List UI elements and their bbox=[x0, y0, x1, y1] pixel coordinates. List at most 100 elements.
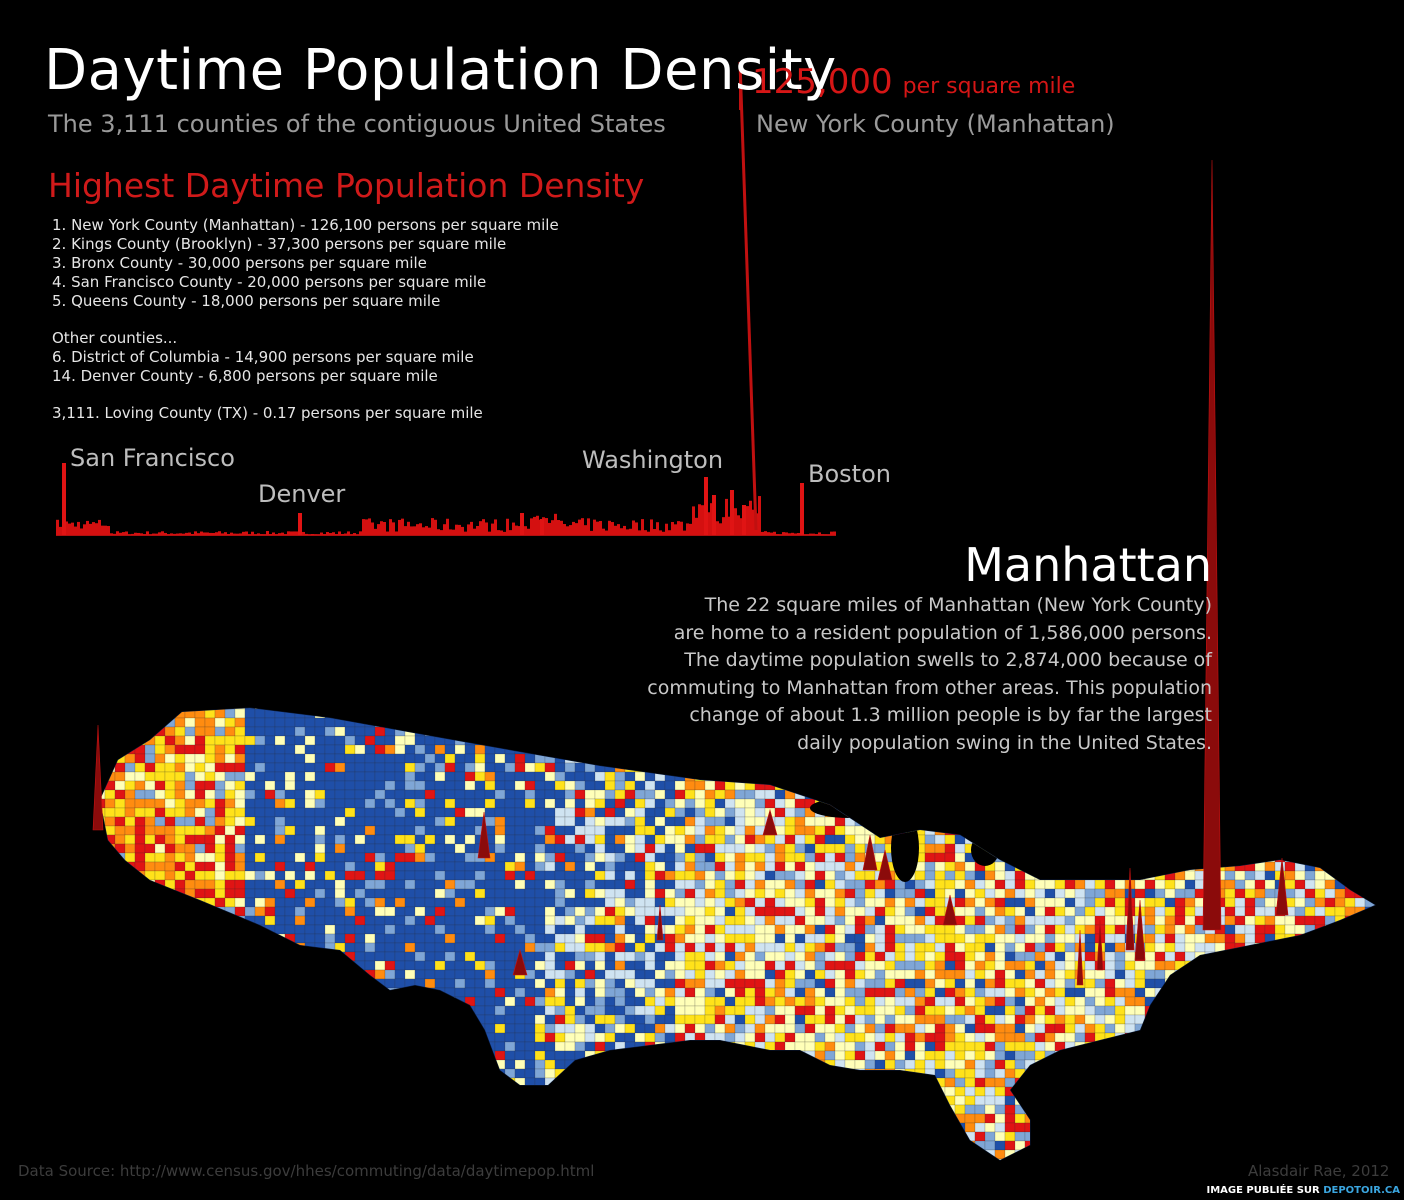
county-cell bbox=[804, 897, 816, 908]
county-cell bbox=[294, 888, 306, 899]
county-cell bbox=[584, 960, 596, 971]
county-cell bbox=[874, 915, 886, 926]
county-cell bbox=[524, 708, 536, 710]
county-cell bbox=[394, 708, 406, 719]
county-cell bbox=[1304, 978, 1316, 989]
county-cell bbox=[324, 933, 336, 944]
county-cell bbox=[1054, 807, 1066, 818]
county-cell bbox=[524, 870, 536, 881]
county-cell bbox=[834, 960, 846, 971]
county-cell bbox=[1054, 780, 1066, 791]
county-cell bbox=[334, 753, 346, 764]
county-cell bbox=[1364, 870, 1375, 881]
county-cell bbox=[554, 798, 566, 809]
county-cell bbox=[1314, 897, 1326, 908]
county-cell bbox=[814, 852, 826, 863]
county-cell bbox=[354, 924, 366, 935]
county-cell bbox=[394, 798, 406, 809]
county-cell bbox=[494, 1005, 506, 1016]
county-cell bbox=[784, 807, 796, 818]
county-cell bbox=[1104, 780, 1116, 791]
county-cell bbox=[234, 1023, 246, 1034]
county-cell bbox=[794, 888, 806, 899]
county-cell bbox=[894, 762, 906, 773]
county-cell bbox=[994, 843, 1006, 854]
county-cell bbox=[394, 915, 406, 926]
county-cell bbox=[604, 834, 616, 845]
county-cell bbox=[504, 888, 516, 899]
county-cell bbox=[824, 1023, 836, 1034]
county-cell bbox=[994, 942, 1006, 953]
county-cell bbox=[1034, 942, 1046, 953]
county-cell bbox=[1064, 798, 1076, 809]
county-cell bbox=[824, 816, 836, 827]
county-cell bbox=[814, 771, 826, 782]
county-cell bbox=[544, 906, 556, 917]
county-cell bbox=[694, 933, 706, 944]
county-cell bbox=[564, 816, 576, 827]
county-cell bbox=[204, 726, 216, 737]
county-cell bbox=[564, 789, 576, 800]
county-cell bbox=[694, 834, 706, 845]
county-cell bbox=[824, 1032, 836, 1043]
county-cell bbox=[1004, 969, 1016, 980]
county-cell bbox=[1364, 726, 1375, 737]
county-cell bbox=[494, 816, 506, 827]
county-cell bbox=[1244, 987, 1256, 998]
county-cell bbox=[104, 762, 116, 773]
county-cell bbox=[464, 978, 476, 989]
county-cell bbox=[664, 834, 676, 845]
county-cell bbox=[664, 906, 676, 917]
county-cell bbox=[624, 843, 636, 854]
county-cell bbox=[654, 798, 666, 809]
county-cell bbox=[1324, 879, 1336, 890]
county-cell bbox=[364, 1014, 376, 1025]
county-cell bbox=[314, 969, 326, 980]
county-cell bbox=[134, 1014, 146, 1025]
county-cell bbox=[714, 870, 726, 881]
county-cell bbox=[1014, 1014, 1026, 1025]
county-cell bbox=[324, 798, 336, 809]
county-cell bbox=[344, 843, 356, 854]
county-cell bbox=[854, 1005, 866, 1016]
county-cell bbox=[734, 852, 746, 863]
county-cell bbox=[864, 1032, 876, 1043]
county-cell bbox=[984, 924, 996, 935]
county-cell bbox=[324, 762, 336, 773]
county-cell bbox=[514, 987, 526, 998]
county-cell bbox=[184, 816, 196, 827]
county-cell bbox=[464, 717, 476, 728]
county-cell bbox=[964, 915, 976, 926]
county-cell bbox=[1294, 762, 1306, 773]
county-cell bbox=[524, 816, 536, 827]
county-cell bbox=[234, 762, 246, 773]
county-cell bbox=[1174, 771, 1186, 782]
county-cell bbox=[1374, 717, 1375, 728]
county-cell bbox=[954, 852, 966, 863]
county-cell bbox=[1124, 807, 1136, 818]
county-cell bbox=[964, 879, 976, 890]
county-cell bbox=[244, 780, 256, 791]
county-cell bbox=[474, 915, 486, 926]
county-cell bbox=[594, 789, 606, 800]
county-cell bbox=[264, 906, 276, 917]
county-cell bbox=[224, 798, 236, 809]
county-cell bbox=[1094, 825, 1106, 836]
county-cell bbox=[1054, 816, 1066, 827]
county-cell bbox=[884, 969, 896, 980]
county-cell bbox=[1054, 825, 1066, 836]
county-cell bbox=[100, 717, 106, 728]
county-cell bbox=[164, 969, 176, 980]
county-cell bbox=[324, 996, 336, 1007]
county-cell bbox=[1084, 978, 1096, 989]
county-cell bbox=[1064, 780, 1076, 791]
county-cell bbox=[184, 915, 196, 926]
county-cell bbox=[694, 888, 706, 899]
county-cell bbox=[324, 789, 336, 800]
county-cell bbox=[784, 951, 796, 962]
county-cell bbox=[884, 771, 896, 782]
county-cell bbox=[804, 960, 816, 971]
county-cell bbox=[424, 762, 436, 773]
county-cell bbox=[294, 717, 306, 728]
county-cell bbox=[884, 762, 896, 773]
